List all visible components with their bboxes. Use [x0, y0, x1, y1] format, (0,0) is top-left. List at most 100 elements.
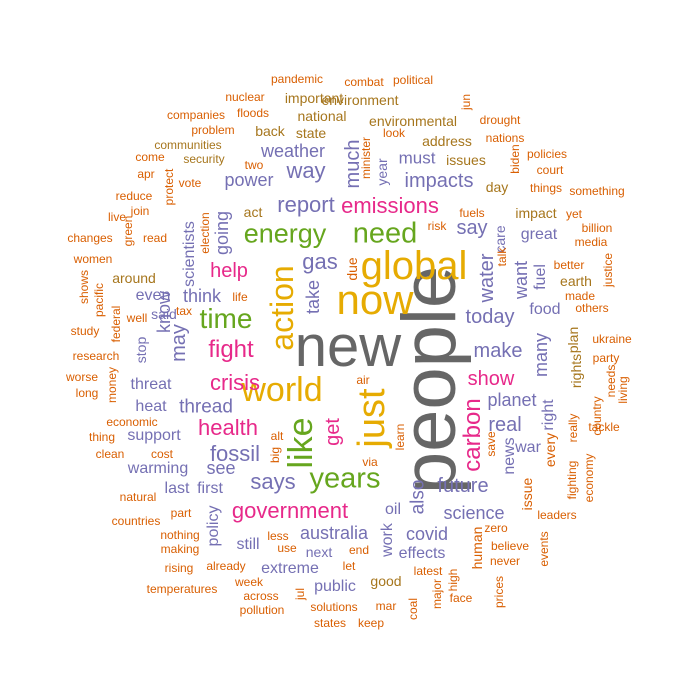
word-media: media: [574, 235, 608, 249]
word-economy: economy: [582, 453, 596, 503]
word-impact: impact: [515, 205, 557, 221]
word-security: security: [183, 152, 225, 166]
word-clean: clean: [95, 447, 125, 461]
word-major: major: [430, 578, 444, 610]
word-made: made: [564, 289, 596, 303]
word-pollution: pollution: [239, 603, 285, 617]
word-countries: countries: [111, 514, 161, 528]
word-shows: shows: [77, 269, 91, 305]
word-pacific: pacific: [92, 282, 106, 318]
word-good: good: [370, 573, 402, 589]
word-even: even: [135, 287, 171, 304]
word-oil: oil: [384, 501, 402, 518]
word-fossil: fossil: [209, 441, 261, 466]
word-plan: plan: [565, 326, 581, 354]
word-just: just: [351, 388, 393, 448]
word-said: said: [151, 306, 177, 322]
word-living: living: [616, 376, 630, 404]
word-must: must: [398, 148, 436, 168]
word-biden: biden: [508, 144, 522, 174]
word-better: better: [553, 258, 585, 272]
word-prices: prices: [492, 575, 506, 609]
word-long: long: [75, 386, 99, 400]
word-high: high: [446, 568, 460, 592]
word-say: say: [456, 217, 488, 239]
word-new: new: [294, 314, 402, 379]
word-now: now: [336, 276, 414, 323]
word-many: many: [531, 332, 551, 378]
word-yet: yet: [565, 207, 583, 221]
word-changes: changes: [67, 231, 113, 245]
word-ukraine: ukraine: [592, 332, 632, 346]
word-believe: believe: [490, 539, 530, 553]
word-latest: latest: [413, 564, 443, 578]
word-come: come: [135, 150, 165, 164]
word-thread: thread: [179, 396, 233, 418]
word-support: support: [127, 427, 181, 444]
word-warming: warming: [127, 460, 189, 477]
word-address: address: [422, 133, 472, 149]
word-first: first: [197, 480, 223, 497]
word-air: air: [356, 373, 370, 387]
word-read: read: [142, 231, 168, 245]
word-jun: jun: [459, 93, 473, 111]
word-week: week: [234, 575, 264, 589]
word-keep: keep: [357, 616, 385, 630]
word-important: important: [284, 90, 344, 106]
word-political: political: [392, 73, 434, 87]
word-scientists: scientists: [181, 221, 198, 287]
word-risk: risk: [427, 219, 447, 233]
word-cost: cost: [150, 447, 174, 461]
word-companies: companies: [166, 108, 226, 122]
word-states: states: [313, 616, 347, 630]
word-last: last: [164, 480, 190, 497]
word-national: national: [297, 108, 347, 124]
word-green: green: [121, 215, 135, 247]
word-going: going: [212, 210, 232, 256]
word-events: events: [537, 531, 551, 567]
word-women: women: [73, 252, 113, 266]
word-great: great: [520, 226, 558, 243]
word-state: state: [295, 125, 327, 141]
word-still: still: [236, 536, 260, 553]
word-world: world: [241, 371, 323, 409]
word-combat: combat: [344, 75, 384, 89]
word-like: like: [282, 417, 320, 469]
word-mar: mar: [375, 599, 397, 613]
word-part: part: [170, 506, 192, 520]
word-due: due: [344, 257, 360, 281]
word-face: face: [449, 591, 473, 605]
word-things: things: [529, 181, 563, 195]
word-alt: alt: [270, 429, 284, 443]
word-war: war: [515, 439, 541, 456]
word-energy: energy: [243, 218, 327, 249]
word-environment: environment: [321, 92, 399, 108]
word-impacts: impacts: [404, 170, 474, 192]
word-policies: policies: [526, 147, 568, 161]
word-way: way: [286, 158, 326, 183]
word-rights: rights: [568, 353, 584, 389]
word-live: live: [107, 210, 127, 224]
word-study: study: [70, 324, 100, 338]
word-report: report: [277, 192, 335, 217]
word-weather: weather: [260, 141, 326, 161]
word-court: court: [536, 163, 564, 177]
word-carbon: carbon: [459, 398, 486, 472]
word-protect: protect: [162, 168, 176, 206]
word-save: save: [484, 431, 498, 457]
word-nothing: nothing: [160, 528, 200, 542]
word-make: make: [473, 340, 523, 362]
word-party: party: [592, 351, 620, 365]
word-year: year: [374, 158, 390, 186]
word-fight: fight: [208, 336, 254, 363]
word-fuel: fuel: [532, 264, 549, 290]
word-coal: coal: [406, 597, 420, 621]
word-government: government: [231, 498, 349, 523]
word-billion: billion: [581, 221, 613, 235]
word-environmental: environmental: [369, 113, 457, 129]
word-health: health: [198, 415, 258, 440]
word-work: work: [379, 523, 396, 557]
word-human: human: [469, 526, 485, 570]
word-get: get: [322, 418, 344, 446]
